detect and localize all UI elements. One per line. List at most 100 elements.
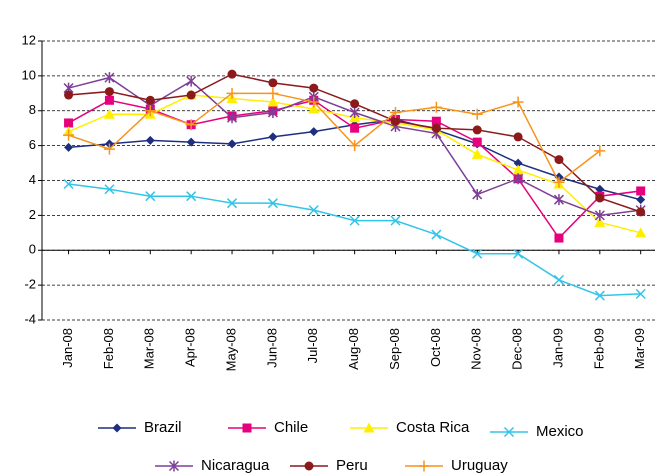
marker xyxy=(350,123,360,133)
series-line xyxy=(68,92,601,184)
marker xyxy=(309,83,319,93)
marker xyxy=(594,209,605,221)
marker xyxy=(554,233,564,243)
x-tick-label: Mar-09 xyxy=(632,328,647,369)
marker xyxy=(227,139,237,149)
marker xyxy=(267,198,278,209)
marker xyxy=(185,119,197,131)
marker xyxy=(472,188,483,200)
marker xyxy=(268,132,278,142)
marker xyxy=(227,69,237,79)
marker xyxy=(268,78,278,88)
marker xyxy=(226,112,238,124)
legend-item: Costa Rica xyxy=(350,419,470,436)
marker xyxy=(513,132,523,142)
legend-marker xyxy=(503,426,515,438)
marker xyxy=(635,288,646,299)
marker xyxy=(389,106,401,118)
marker xyxy=(103,108,115,119)
marker xyxy=(186,90,196,100)
marker xyxy=(390,116,400,126)
marker xyxy=(64,118,74,128)
marker xyxy=(553,194,564,206)
legend-label: Chile xyxy=(274,419,308,436)
marker xyxy=(349,140,361,152)
x-tick-label: Dec-08 xyxy=(510,328,525,370)
x-tick-label: Nov-08 xyxy=(469,328,484,370)
legend-label: Nicaragua xyxy=(201,457,270,474)
marker xyxy=(267,106,278,118)
marker xyxy=(104,87,114,97)
legend-marker xyxy=(363,422,375,433)
marker xyxy=(513,173,524,185)
marker xyxy=(513,158,523,168)
legend-item: Chile xyxy=(228,419,308,436)
x-tick-label: Mar-08 xyxy=(142,328,157,369)
legend-label: Brazil xyxy=(144,419,182,436)
marker xyxy=(636,195,646,205)
marker xyxy=(553,176,565,188)
legend-item: Brazil xyxy=(98,419,182,436)
legend-label: Peru xyxy=(336,457,368,474)
x-tick-label: Oct-08 xyxy=(428,328,443,367)
x-tick-label: Feb-09 xyxy=(591,328,606,369)
marker xyxy=(144,105,156,117)
marker xyxy=(186,191,197,202)
y-tick-label: 10 xyxy=(22,67,36,82)
marker xyxy=(636,207,646,217)
marker xyxy=(472,125,482,135)
y-tick-label: 4 xyxy=(29,172,36,187)
marker xyxy=(104,95,114,105)
legend-label: Costa Rica xyxy=(396,419,470,436)
y-tick-label: -4 xyxy=(24,311,36,326)
marker xyxy=(63,129,75,141)
marker xyxy=(431,116,441,126)
marker xyxy=(349,106,360,118)
marker xyxy=(186,75,197,87)
legend-item: Peru xyxy=(290,457,368,474)
marker xyxy=(308,205,319,216)
marker xyxy=(64,142,74,152)
marker xyxy=(594,145,606,157)
y-tick-label: -2 xyxy=(24,277,36,292)
marker xyxy=(636,186,646,196)
x-tick-label: Apr-08 xyxy=(183,328,198,367)
y-tick-label: 2 xyxy=(29,207,36,222)
marker xyxy=(512,164,524,175)
x-tick-label: Jan-08 xyxy=(60,328,75,368)
marker xyxy=(104,72,115,84)
marker xyxy=(309,127,319,137)
marker xyxy=(226,198,238,209)
marker xyxy=(104,184,115,195)
marker xyxy=(226,87,238,99)
marker xyxy=(472,248,483,259)
legend-marker xyxy=(242,423,252,433)
marker xyxy=(431,229,442,240)
legend-label: Mexico xyxy=(536,423,584,440)
marker xyxy=(554,155,564,165)
marker xyxy=(595,193,605,203)
marker xyxy=(390,215,401,226)
x-tick-label: Aug-08 xyxy=(346,328,361,370)
marker xyxy=(471,108,483,120)
x-tick-label: Jan-09 xyxy=(550,328,565,368)
marker xyxy=(145,135,155,145)
x-tick-label: Jul-08 xyxy=(305,328,320,363)
y-tick-label: 6 xyxy=(29,137,36,152)
legend-label: Uruguay xyxy=(451,457,508,474)
marker xyxy=(472,137,482,147)
marker xyxy=(350,99,360,109)
legend-marker xyxy=(112,423,122,433)
y-tick-label: 8 xyxy=(29,102,36,117)
marker xyxy=(308,96,320,108)
marker xyxy=(471,148,483,159)
legend-marker xyxy=(168,460,180,472)
marker xyxy=(186,137,196,147)
marker xyxy=(63,178,74,190)
marker xyxy=(553,274,564,285)
marker xyxy=(103,143,115,155)
legend-item: Nicaragua xyxy=(155,457,270,474)
marker xyxy=(635,227,647,238)
marker xyxy=(145,95,155,105)
